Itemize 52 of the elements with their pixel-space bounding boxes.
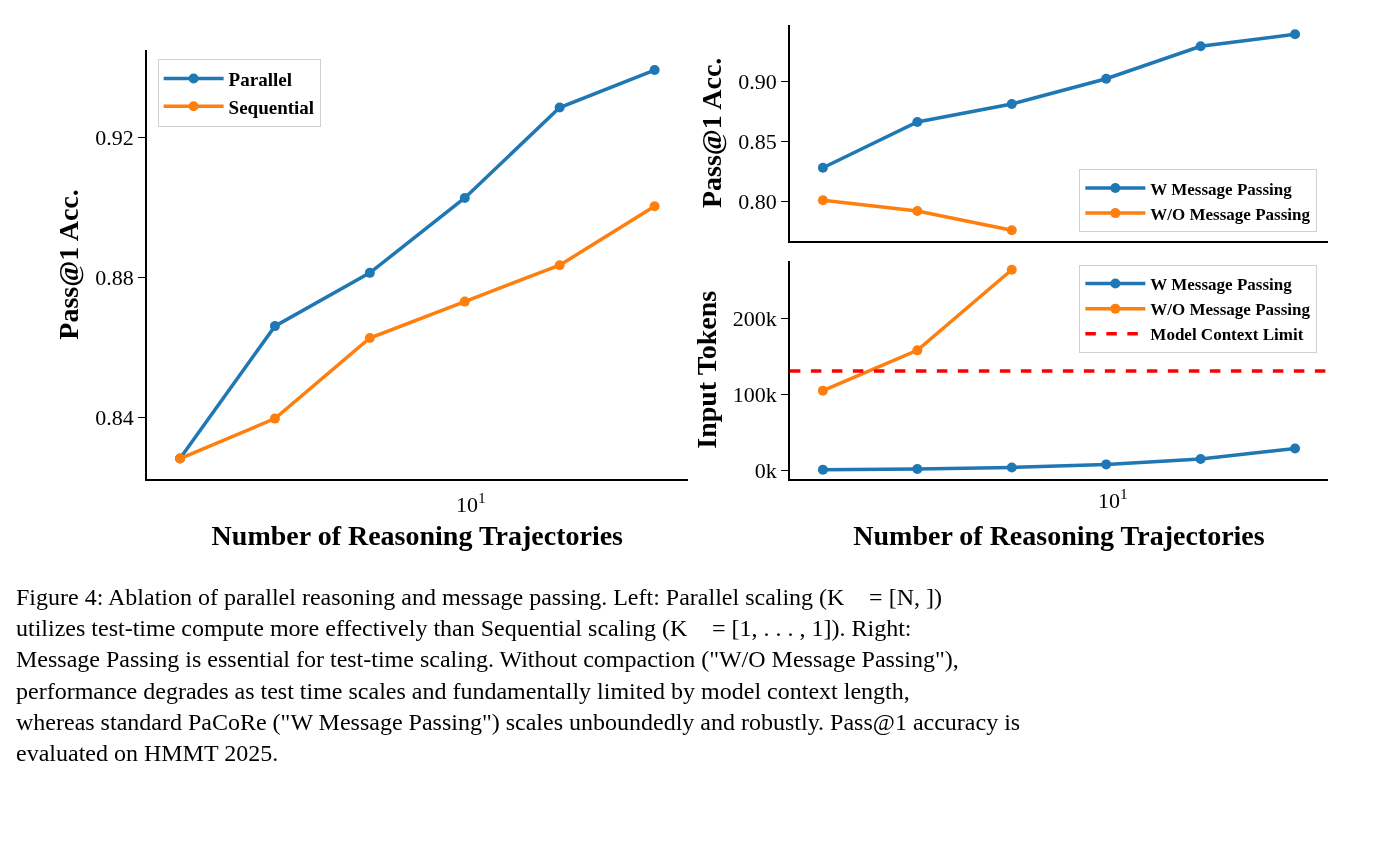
point (817, 385, 828, 396)
point (459, 296, 470, 307)
point (817, 162, 828, 173)
legend-label: Model Context Limit (1150, 325, 1304, 345)
point (912, 345, 923, 356)
y-axis-title: Input Tokens (690, 290, 722, 449)
point (1290, 29, 1301, 40)
y-tick-label: 0.84 (95, 405, 134, 431)
point (649, 65, 660, 76)
y-tick-label: 0k (754, 458, 777, 484)
point (1006, 225, 1017, 236)
point (1006, 264, 1017, 275)
point (1006, 462, 1017, 473)
y-axis-title: Pass@1 Acc. (696, 57, 728, 209)
point (364, 267, 375, 278)
y-tick-label: 100k (732, 382, 777, 408)
y-tick-label: 0.90 (738, 68, 777, 94)
text: 10$^{1}$ (456, 489, 486, 518)
point (1101, 73, 1112, 84)
y-tick-label: 0.88 (95, 265, 134, 291)
x-axis-title: Number of Reasoning Trajectories (853, 519, 1265, 551)
legend-label: Parallel (228, 68, 292, 90)
point (817, 464, 828, 475)
text: 10$^{1}$ (1098, 485, 1128, 514)
y-tick-label: 0.92 (95, 125, 134, 151)
legend-label: Sequential (228, 96, 315, 118)
point (649, 201, 660, 212)
y-tick-label: 200k (732, 306, 777, 332)
y-tick-label: 0.80 (738, 189, 777, 215)
point (269, 413, 280, 424)
legend-label: W Message Passing (1150, 275, 1293, 295)
caption: Figure 4: Ablation of parallel reasoning and message passing. Left: Parallel scaling (K⃗ = [N, ]) utilizes test-time compute more effectively than Sequential scaling (K⃗ = [1, . . . , 1]). Right: Message Passing is essential for test-time scaling. Without compaction ("W/O Message Passing"), performance degrades as test time scales and fundamentally limited by model context length, whereas standard PaCoRe ("W Message Passing") scales unboundedly and robustly. Pass@1 accuracy is evaluated on HMMT 2025. (16, 584, 1021, 766)
y-axis-title: Pass@1 Acc. (53, 189, 85, 340)
x-axis-title: Number of Reasoning Trajectories (211, 519, 624, 551)
point (1195, 41, 1206, 52)
point (1101, 459, 1112, 470)
point (364, 333, 375, 344)
point (459, 192, 470, 203)
point (817, 195, 828, 206)
point (912, 117, 923, 128)
legend-label: W/O Message Passing (1150, 300, 1311, 320)
point (269, 321, 280, 332)
legend-label: W/O Message Passing (1150, 204, 1311, 224)
point (554, 102, 565, 113)
point (554, 260, 565, 271)
point (912, 206, 923, 217)
point (1006, 99, 1017, 109)
point (1290, 443, 1301, 454)
point (912, 463, 923, 474)
legend-label: W Message Passing (1150, 179, 1293, 199)
point (1195, 454, 1206, 465)
y-tick-label: 0.85 (738, 128, 777, 154)
